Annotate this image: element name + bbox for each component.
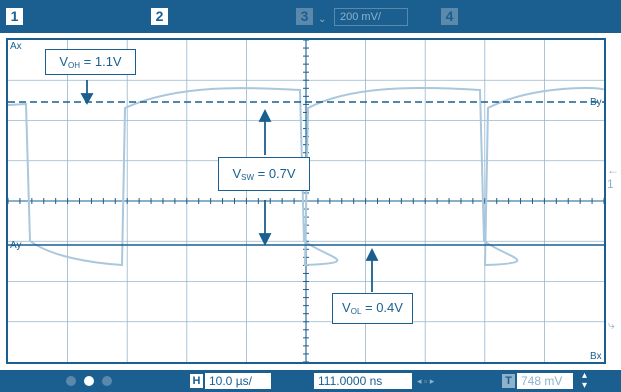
cursor-ay-label: Ay bbox=[10, 240, 22, 251]
channel-3-chevron-icon[interactable]: ⌄ bbox=[318, 14, 327, 25]
delay-nav-arrows-icon[interactable]: ◂ ▫ ▸ bbox=[417, 376, 435, 386]
scope-display[interactable]: Ax Ay By Bx VOH = 1.1V VSW = 0.7V VOL = … bbox=[6, 38, 606, 364]
vertical-scale-field[interactable]: 200 mV/ bbox=[334, 8, 408, 26]
cursor-bx-label: Bx bbox=[590, 351, 602, 362]
channel-1-button[interactable]: 1 bbox=[6, 8, 23, 25]
graticule bbox=[8, 40, 604, 362]
channel-2-button[interactable]: 2 bbox=[151, 8, 168, 25]
trigger-level-field[interactable]: 748 mV bbox=[517, 373, 573, 389]
vol-annotation: VOL = 0.4V bbox=[332, 293, 413, 324]
trigger-level-marker: ← 1 bbox=[607, 163, 619, 191]
level-updown-icon[interactable]: ▴ ▾ bbox=[582, 370, 588, 391]
cursor-by-label: By bbox=[590, 97, 602, 108]
top-toolbar: 1 2 3 ⌄ 200 mV/ 4 bbox=[0, 0, 621, 33]
channel-3-button[interactable]: 3 bbox=[296, 8, 313, 25]
ground-marker-icon: ⤷ bbox=[608, 318, 615, 332]
trigger-icon: T bbox=[502, 374, 515, 388]
delay-field[interactable]: 111.0000 ns bbox=[314, 373, 412, 389]
status-dot-active-icon bbox=[84, 376, 94, 386]
horizontal-icon: H bbox=[190, 374, 203, 388]
vsw-annotation: VSW = 0.7V bbox=[218, 157, 310, 191]
status-dot-icon bbox=[102, 376, 112, 386]
timebase-field[interactable]: 10.0 µs/ bbox=[205, 373, 271, 389]
voh-annotation: VOH = 1.1V bbox=[45, 49, 136, 75]
channel-4-button[interactable]: 4 bbox=[441, 8, 458, 25]
bottom-toolbar: H 10.0 µs/ 111.0000 ns ◂ ▫ ▸ T 748 mV ▴ … bbox=[0, 370, 621, 392]
status-dot-icon bbox=[66, 376, 76, 386]
cursor-ax-label: Ax bbox=[10, 41, 22, 52]
